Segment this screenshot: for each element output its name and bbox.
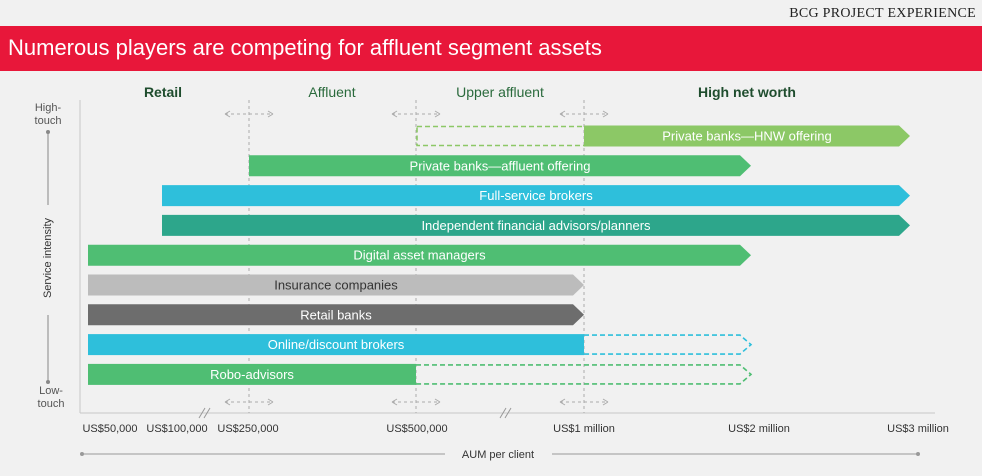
bar-label: Private banks—HNW offering <box>662 129 832 144</box>
boundary-arrowhead <box>559 398 609 406</box>
x-axis-arrow-dot <box>916 452 920 456</box>
x-tick-label: US$250,000 <box>217 423 278 435</box>
bar-label: Full-service brokers <box>479 188 593 203</box>
title-bar: Numerous players are competing for afflu… <box>0 26 982 71</box>
boundary-arrowhead <box>224 110 274 118</box>
y-axis-top-label: touch <box>35 115 62 127</box>
bar <box>249 155 751 177</box>
x-axis-arrow-dot <box>80 452 84 456</box>
x-tick-label: US$3 million <box>887 423 949 435</box>
x-tick-label: US$500,000 <box>386 423 447 435</box>
boundary-arrowhead <box>559 110 609 118</box>
bar <box>584 125 910 147</box>
y-axis-bottom-label: Low- <box>39 385 63 397</box>
bar-dashed-extension <box>416 364 753 385</box>
bar-label: Independent financial advisors/planners <box>421 218 651 233</box>
bar <box>88 334 584 356</box>
bar-dashed-extension <box>584 334 753 355</box>
boundary-arrowhead <box>224 398 274 406</box>
bar-label: Digital asset managers <box>353 248 486 263</box>
x-axis-title: AUM per client <box>462 449 534 461</box>
boundary-arrowhead <box>391 110 441 118</box>
bar <box>162 214 910 236</box>
y-axis-arrow-dot <box>46 380 50 384</box>
y-axis-title: Service intensity <box>42 217 54 298</box>
x-tick-label: US$100,000 <box>146 423 207 435</box>
bar <box>88 363 416 385</box>
y-axis-arrow-dot <box>46 130 50 134</box>
bar <box>88 304 584 326</box>
segment-label: Retail <box>144 84 182 100</box>
bar-label: Retail banks <box>300 307 372 322</box>
x-tick-label: US$2 million <box>728 423 790 435</box>
bar-label: Insurance companies <box>274 278 398 293</box>
y-axis-top-label: High- <box>35 102 62 114</box>
bar-dashed-extension <box>416 125 586 147</box>
boundary-arrowhead <box>391 398 441 406</box>
axis-break-mark <box>499 407 512 419</box>
axis-break-mark <box>198 407 211 419</box>
page-title: Numerous players are competing for afflu… <box>8 35 602 60</box>
bar-label: Online/discount brokers <box>268 337 405 352</box>
bar-label: Robo-advisors <box>210 367 294 382</box>
report-tag: BCG PROJECT EXPERIENCE <box>789 6 976 21</box>
bar <box>88 274 584 296</box>
segment-label: High net worth <box>698 84 796 100</box>
segment-label: Affluent <box>308 84 355 100</box>
bar <box>88 244 751 266</box>
segment-label: Upper affluent <box>456 84 544 100</box>
bar-label: Private banks—affluent offering <box>410 158 591 173</box>
x-tick-label: US$1 million <box>553 423 615 435</box>
x-tick-label: US$50,000 <box>82 423 137 435</box>
y-axis-bottom-label: touch <box>38 398 65 410</box>
bar <box>162 185 910 207</box>
